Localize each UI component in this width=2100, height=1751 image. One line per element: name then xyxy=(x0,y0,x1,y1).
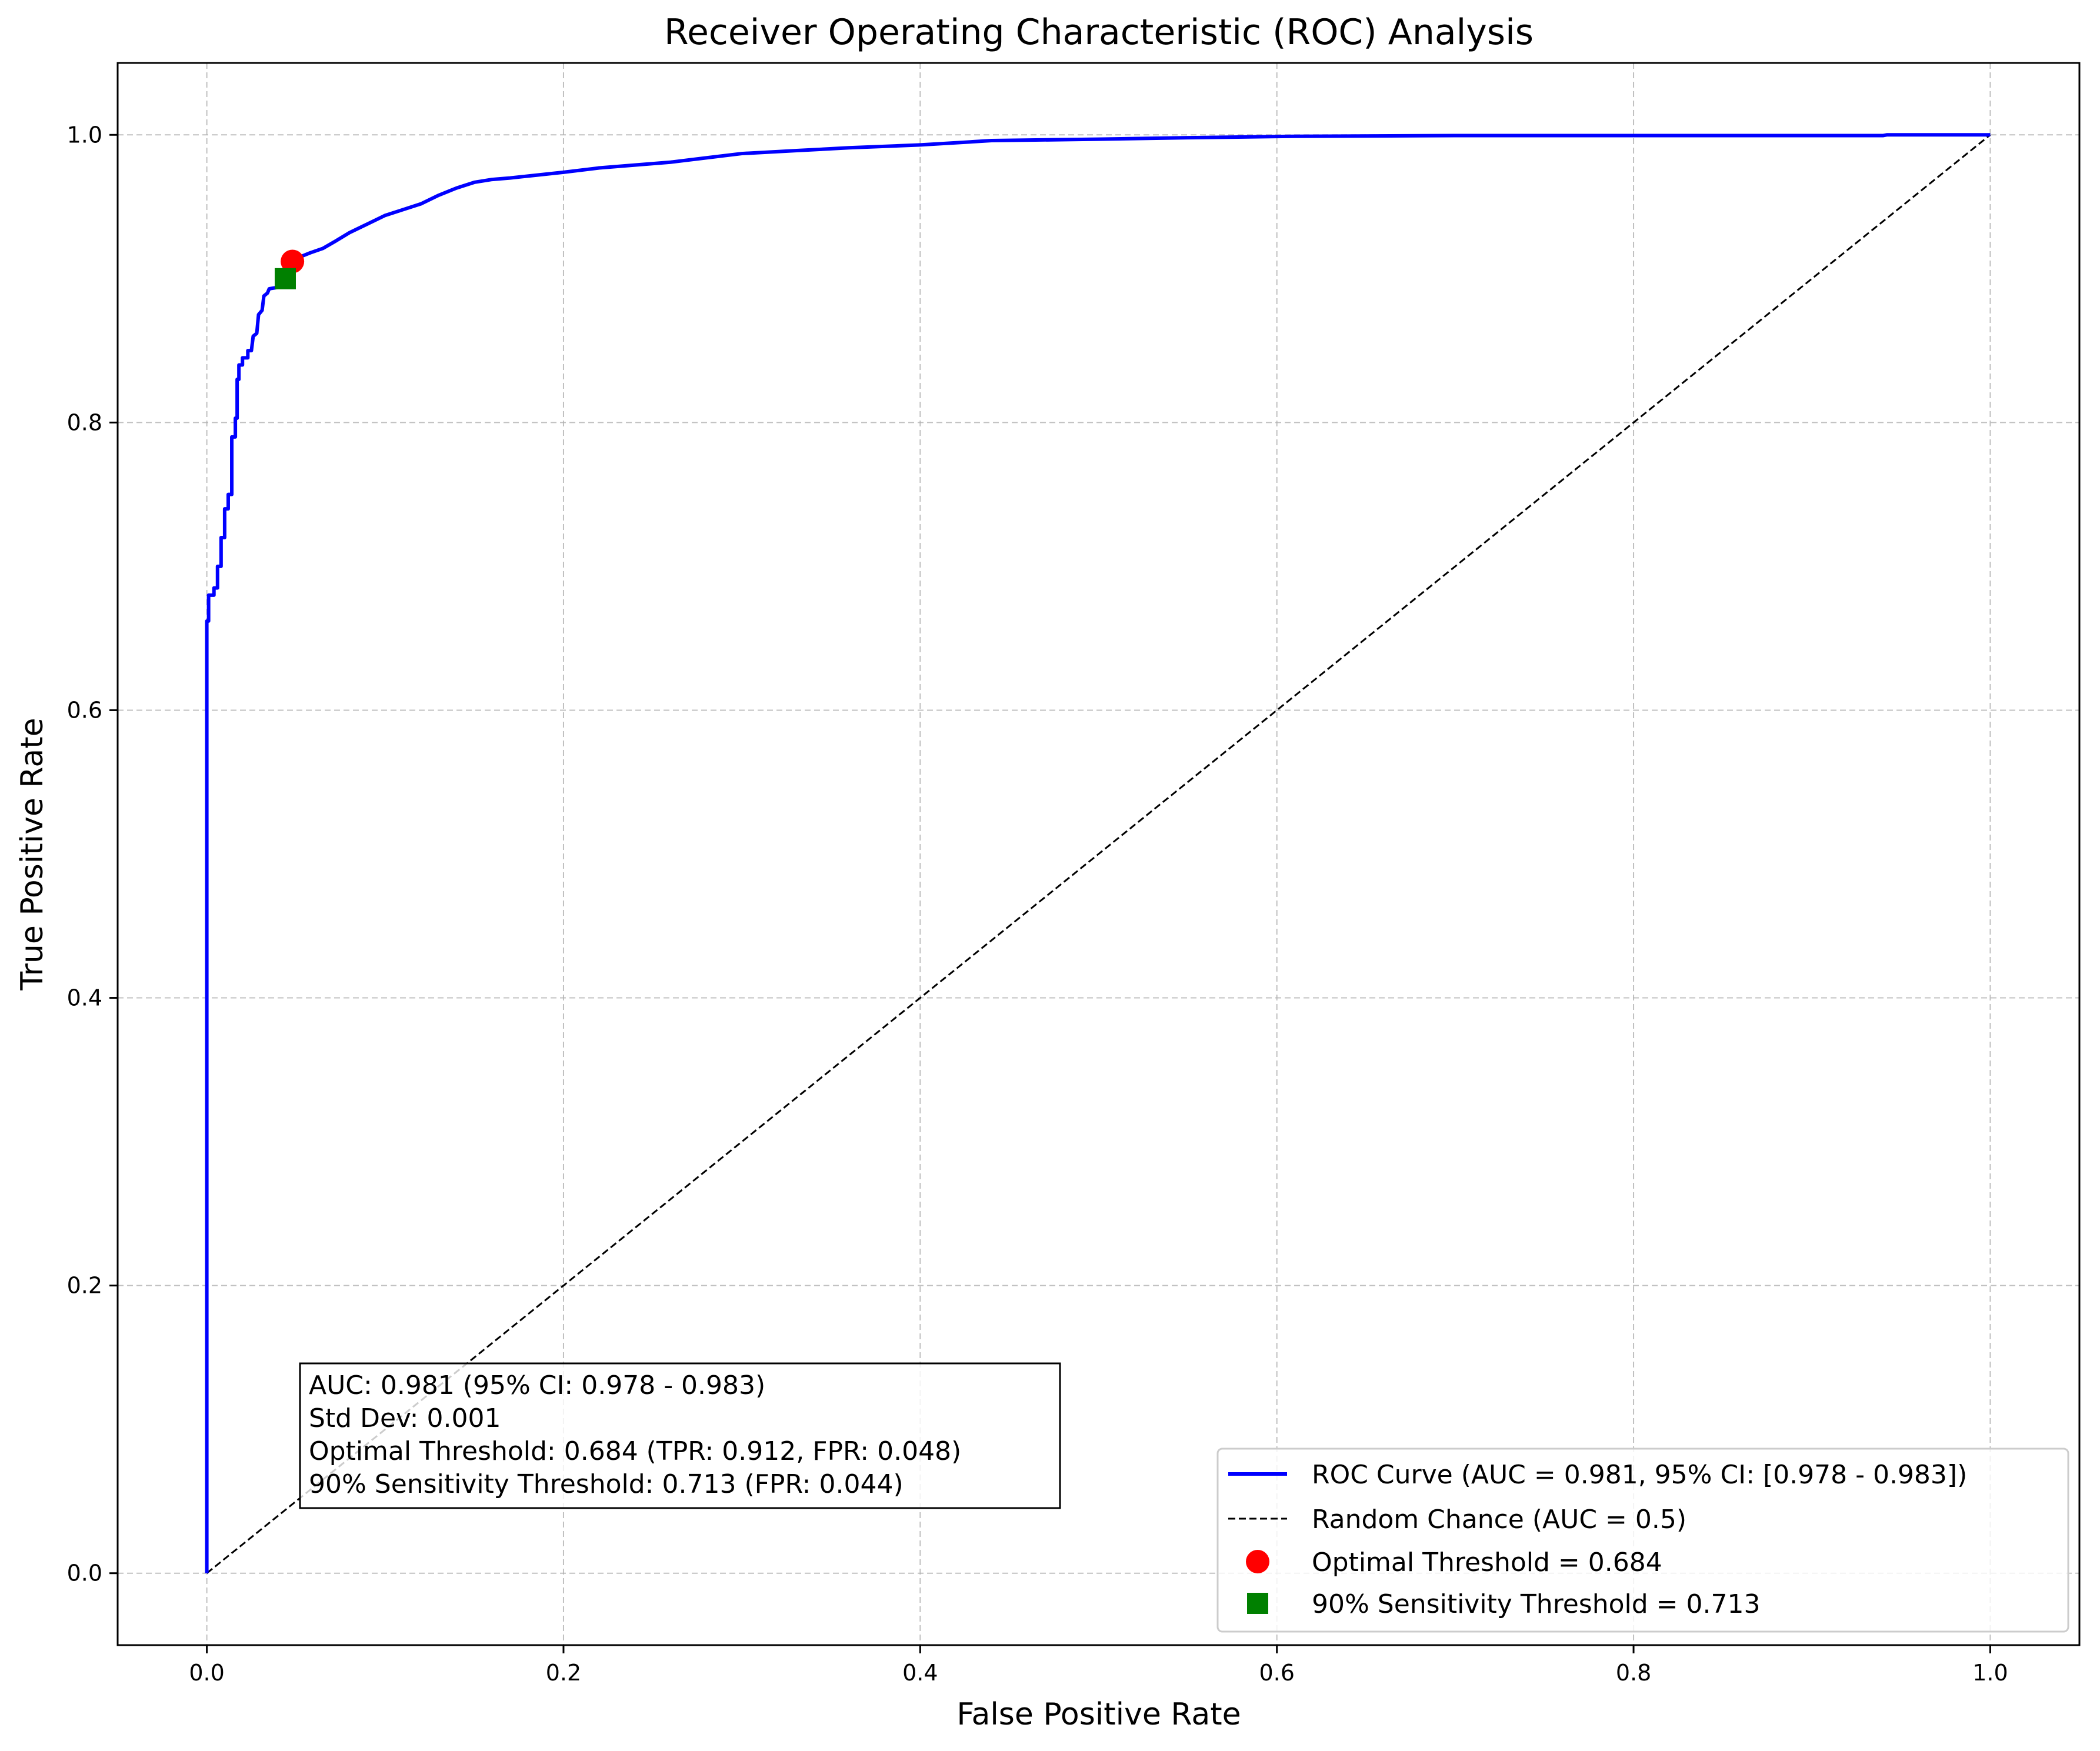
y-tick-label: 0.4 xyxy=(67,985,102,1011)
legend-frame xyxy=(1216,1448,2069,1633)
y-tick-label: 0.2 xyxy=(67,1273,102,1299)
x-axis-ticks: 0.0 0.2 0.4 0.6 0.8 1.0 xyxy=(189,1645,2008,1686)
x-tick-label: 0.2 xyxy=(546,1660,581,1686)
legend-sensitivity-swatch xyxy=(1247,1593,1268,1614)
chart-title: Receiver Operating Characteristic (ROC) … xyxy=(664,12,1534,53)
x-tick-label: 1.0 xyxy=(1972,1660,2008,1686)
y-tick-label: 0.0 xyxy=(67,1560,102,1586)
annotation-line-optimal: Optimal Threshold: 0.684 (TPR: 0.912, FP… xyxy=(309,1436,961,1466)
legend-roc-label: ROC Curve (AUC = 0.981, 95% CI: [0.978 -… xyxy=(1312,1460,1967,1490)
annotation-line-auc: AUC: 0.981 (95% CI: 0.978 - 0.983) xyxy=(309,1370,765,1400)
x-tick-label: 0.0 xyxy=(189,1660,224,1686)
annotation-line-std: Std Dev: 0.001 xyxy=(309,1403,501,1433)
legend-optimal-label: Optimal Threshold = 0.684 xyxy=(1312,1547,1662,1577)
x-tick-label: 0.8 xyxy=(1616,1660,1651,1686)
legend: ROC Curve (AUC = 0.981, 95% CI: [0.978 -… xyxy=(1216,1448,2069,1633)
y-tick-label: 0.6 xyxy=(67,697,102,723)
grid-lines xyxy=(118,63,2079,1645)
x-axis-label: False Positive Rate xyxy=(956,1697,1241,1732)
random-chance-line xyxy=(206,134,1991,1574)
sensitivity-threshold-marker xyxy=(274,268,296,289)
legend-sensitivity-label: 90% Sensitivity Threshold = 0.713 xyxy=(1312,1589,1760,1619)
y-tick-label: 1.0 xyxy=(67,122,102,148)
stats-annotation-box: AUC: 0.981 (95% CI: 0.978 - 0.983) Std D… xyxy=(299,1362,1061,1509)
annotation-frame xyxy=(299,1362,1061,1509)
plot-area-frame xyxy=(116,62,2081,1646)
random-chance-layer xyxy=(206,134,1991,1574)
legend-optimal-swatch xyxy=(1246,1550,1269,1573)
x-tick-label: 0.4 xyxy=(902,1660,938,1686)
threshold-markers xyxy=(274,249,305,289)
optimal-threshold-marker xyxy=(281,249,305,274)
y-axis-ticks: 0.0 0.2 0.4 0.6 0.8 1.0 xyxy=(67,122,118,1586)
y-axis-label: True Positive Rate xyxy=(15,718,50,990)
y-tick-label: 0.8 xyxy=(67,409,102,435)
legend-random-label: Random Chance (AUC = 0.5) xyxy=(1312,1505,1686,1535)
x-tick-label: 0.6 xyxy=(1259,1660,1294,1686)
annotation-line-sensitivity: 90% Sensitivity Threshold: 0.713 (FPR: 0… xyxy=(309,1469,904,1499)
